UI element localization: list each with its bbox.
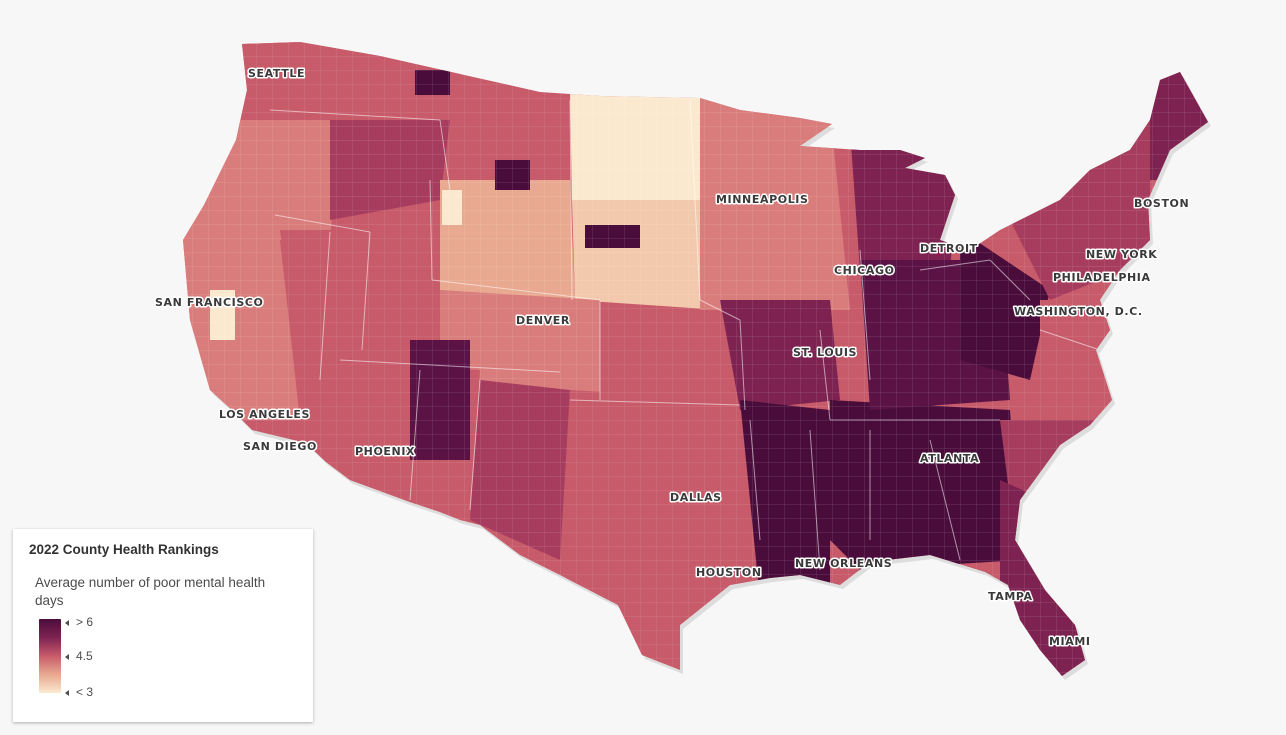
city-label: NEW YORK: [1086, 248, 1157, 261]
legend-stop-label: 4.5: [76, 649, 93, 663]
city-label: ST. LOUIS: [793, 346, 857, 359]
city-label: SEATTLE: [248, 67, 305, 80]
legend-pointer-icon: [65, 689, 69, 696]
city-label: CHICAGO: [834, 264, 895, 277]
city-label: DENVER: [516, 314, 570, 327]
legend-subtitle: Average number of poor mental health day…: [35, 575, 266, 608]
city-label: ATLANTA: [920, 452, 979, 465]
legend-stop-label: < 3: [76, 685, 94, 699]
city-label: PHILADELPHIA: [1053, 271, 1151, 284]
city-label: DETROIT: [920, 242, 978, 255]
city-label: NEW ORLEANS: [795, 557, 892, 570]
state-borders: [269, 99, 1101, 571]
legend-title: 2022 County Health Rankings: [29, 542, 219, 557]
city-label: BOSTON: [1134, 197, 1189, 210]
legend-color-ramp: [39, 619, 61, 693]
city-label: MINNEAPOLIS: [716, 193, 809, 206]
city-label: DALLAS: [670, 491, 722, 504]
legend-panel: 2022 County Health Rankings Average numb…: [13, 529, 313, 722]
city-label: MIAMI: [1049, 635, 1091, 648]
city-label: TAMPA: [988, 590, 1033, 603]
city-labels: SEATTLE MINNEAPOLIS BOSTON DETROIT NEW YORK C…: [154, 66, 1191, 650]
legend-pointer-icon: [65, 653, 69, 660]
legend-stop-low: < 3: [65, 685, 93, 699]
legend-stop-label: > 6: [76, 615, 94, 629]
city-label: PHOENIX: [355, 445, 415, 458]
city-label: HOUSTON: [696, 566, 762, 579]
legend-pointer-icon: [65, 619, 69, 626]
legend-stop-mid: 4.5: [65, 649, 93, 663]
city-label: SAN DIEGO: [243, 440, 317, 453]
legend-stop-high: > 6: [65, 615, 93, 629]
city-label: SAN FRANCISCO: [155, 296, 264, 309]
city-label: WASHINGTON, D.C.: [1014, 305, 1143, 318]
city-label: LOS ANGELES: [219, 408, 310, 421]
